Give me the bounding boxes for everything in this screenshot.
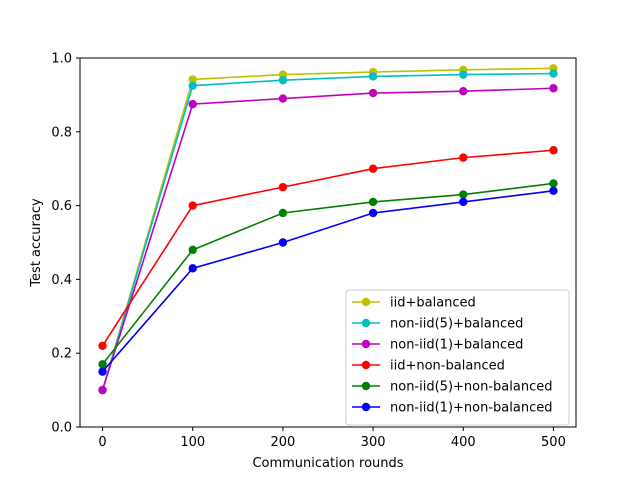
data-point (459, 153, 468, 162)
y-tick-label: 0.0 (51, 421, 72, 436)
legend-marker (361, 318, 371, 328)
data-point (549, 146, 558, 155)
legend-box (345, 289, 570, 426)
series-line-3 (101, 87, 554, 391)
data-point (368, 197, 378, 207)
series-line-6 (101, 190, 554, 373)
x-axis: 0 100 200 300 400 500 (98, 427, 566, 450)
data-point (459, 197, 468, 207)
data-point (188, 99, 197, 109)
legend-marker (361, 381, 371, 391)
legend-marker (361, 402, 371, 412)
legend-label: non-iid(1)+balanced (390, 338, 523, 353)
data-point (368, 208, 378, 218)
y-tick-label: 0.4 (51, 273, 72, 288)
x-tick-label: 500 (541, 435, 566, 450)
data-point (98, 385, 107, 395)
legend: iid+balanced non-iid(5)+balanced non-iid(1… (345, 289, 570, 426)
x-tick-label: 100 (180, 435, 205, 450)
data-point (98, 360, 107, 369)
legend-label: iid+balanced (390, 296, 476, 311)
data-point (278, 238, 288, 247)
data-point (368, 88, 378, 98)
data-point (368, 72, 378, 81)
x-tick-label: 400 (451, 435, 476, 450)
series-line-4 (101, 149, 554, 347)
data-point (459, 190, 468, 199)
series-layer (98, 64, 558, 395)
y-axis-label: Test accuracy (29, 198, 44, 288)
series-line-1 (101, 67, 554, 391)
data-point (188, 81, 197, 90)
data-point (368, 164, 378, 173)
y-axis: 0.0 0.2 0.4 0.6 0.8 1.0 (51, 52, 80, 436)
legend-marker (361, 339, 371, 349)
series-line-5 (101, 182, 554, 365)
y-tick-label: 0.2 (51, 347, 72, 362)
data-point (278, 182, 288, 192)
y-tick-label: 1.0 (51, 52, 72, 67)
data-point (549, 186, 558, 196)
x-axis-label: Communication rounds (252, 456, 403, 471)
data-point (549, 179, 558, 188)
x-tick-label: 200 (270, 435, 295, 450)
data-point (188, 201, 197, 210)
legend-marker (361, 360, 371, 370)
x-tick-label: 300 (361, 435, 386, 450)
data-point (278, 94, 288, 103)
data-point (278, 208, 288, 218)
x-tick-label: 0 (98, 435, 106, 450)
data-point (459, 87, 468, 96)
plot-frame (79, 57, 577, 428)
data-point (278, 75, 288, 85)
data-point (549, 69, 558, 78)
data-point (549, 84, 558, 93)
data-point (459, 70, 468, 79)
legend-label: non-iid(5)+balanced (390, 317, 523, 332)
y-tick-label: 0.8 (51, 125, 72, 140)
data-point (98, 341, 107, 351)
data-point (188, 245, 197, 255)
data-point (98, 367, 107, 376)
data-point (188, 75, 197, 84)
legend-marker (361, 297, 371, 307)
series-line-2 (101, 72, 554, 391)
legend-label: non-iid(1)+non-balanced (390, 401, 552, 416)
legend-label: non-iid(5)+non-balanced (390, 380, 552, 395)
data-point (188, 264, 197, 273)
legend-label: iid+non-balanced (390, 359, 505, 374)
y-tick-label: 0.6 (51, 199, 72, 214)
